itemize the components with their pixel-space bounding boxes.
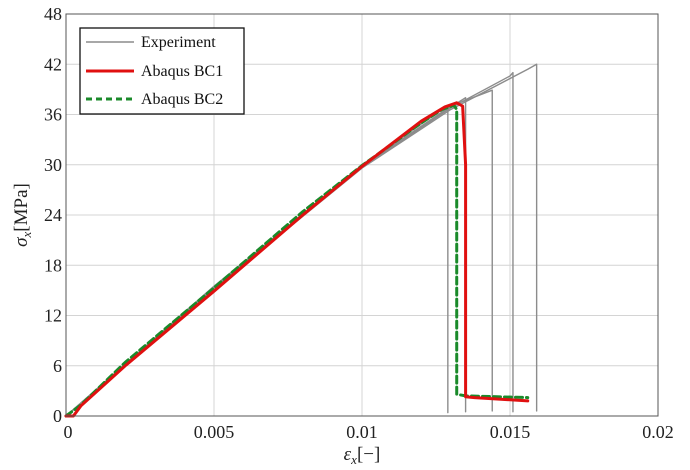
y-tick-label: 24 bbox=[44, 205, 62, 225]
y-tick-label: 30 bbox=[44, 155, 62, 175]
x-tick-label: 0.02 bbox=[642, 422, 674, 442]
x-axis-symbol: ε bbox=[344, 444, 352, 465]
y-tick-label: 36 bbox=[44, 105, 62, 125]
y-axis-label: σx[MPa] bbox=[11, 183, 34, 247]
series-group bbox=[64, 63, 538, 418]
y-axis-unit: [MPa] bbox=[11, 183, 32, 232]
y-tick-label: 6 bbox=[53, 356, 62, 376]
x-axis-unit: [−] bbox=[357, 444, 380, 465]
y-tick-label: 42 bbox=[44, 54, 62, 74]
y-tick-label: 48 bbox=[44, 4, 62, 24]
tick-labels: 0 0.005 0.01 0.015 0.02 0 6 12 18 24 30 36 42 48 bbox=[44, 4, 674, 442]
legend: Experiment Abaqus BC1 Abaqus BC2 bbox=[79, 27, 245, 115]
y-axis-subscript: x bbox=[19, 231, 34, 238]
x-tick-label: 0 bbox=[64, 422, 73, 442]
x-tick-label: 0.01 bbox=[346, 422, 378, 442]
x-tick-label: 0.015 bbox=[490, 422, 531, 442]
y-tick-label: 12 bbox=[44, 306, 62, 326]
legend-label-abaqus-bc1: Abaqus BC1 bbox=[141, 63, 223, 80]
y-axis-symbol: σ bbox=[11, 237, 32, 247]
legend-label-experiment: Experiment bbox=[141, 34, 216, 51]
series-line-abaqus-bc1-5 bbox=[64, 101, 530, 418]
x-tick-label: 0.005 bbox=[194, 422, 235, 442]
y-tick-label: 0 bbox=[53, 406, 62, 426]
y-tick-label: 18 bbox=[44, 255, 62, 275]
x-axis-label: εx[−] bbox=[344, 444, 381, 467]
x-axis-subscript: x bbox=[350, 452, 357, 467]
legend-label-abaqus-bc2: Abaqus BC2 bbox=[141, 91, 223, 108]
plot-frame bbox=[65, 13, 659, 417]
